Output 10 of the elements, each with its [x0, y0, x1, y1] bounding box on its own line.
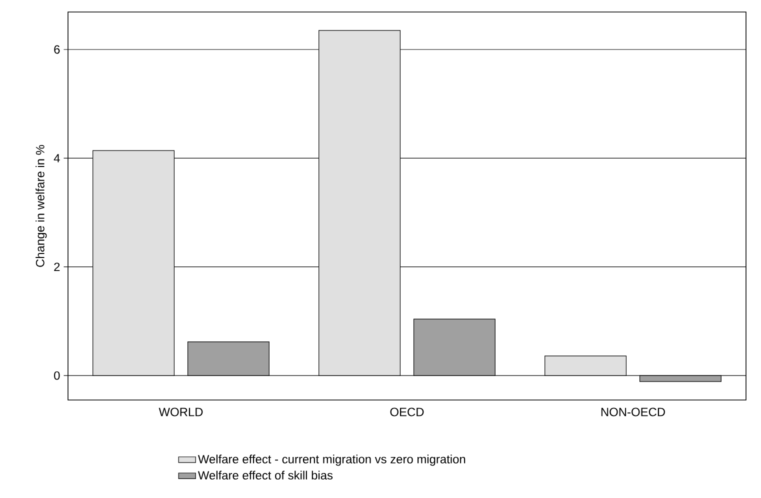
y-tick-label: 0: [54, 371, 60, 380]
x-tick-label: OECD: [390, 408, 424, 416]
y-tick-label: 4: [54, 154, 60, 162]
y-axis-title: Change in welfare in %: [36, 144, 47, 267]
x-tick-label: WORLD: [158, 408, 203, 416]
x-tick-label: NON-OECD: [601, 408, 665, 416]
y-tick-label: 2: [54, 262, 60, 272]
legend-label: Welfare effect of skill bias: [198, 470, 333, 480]
y-tick-label: 6: [54, 45, 60, 54]
legend-label: Welfare effect - current migration vs zero migration: [198, 454, 466, 466]
